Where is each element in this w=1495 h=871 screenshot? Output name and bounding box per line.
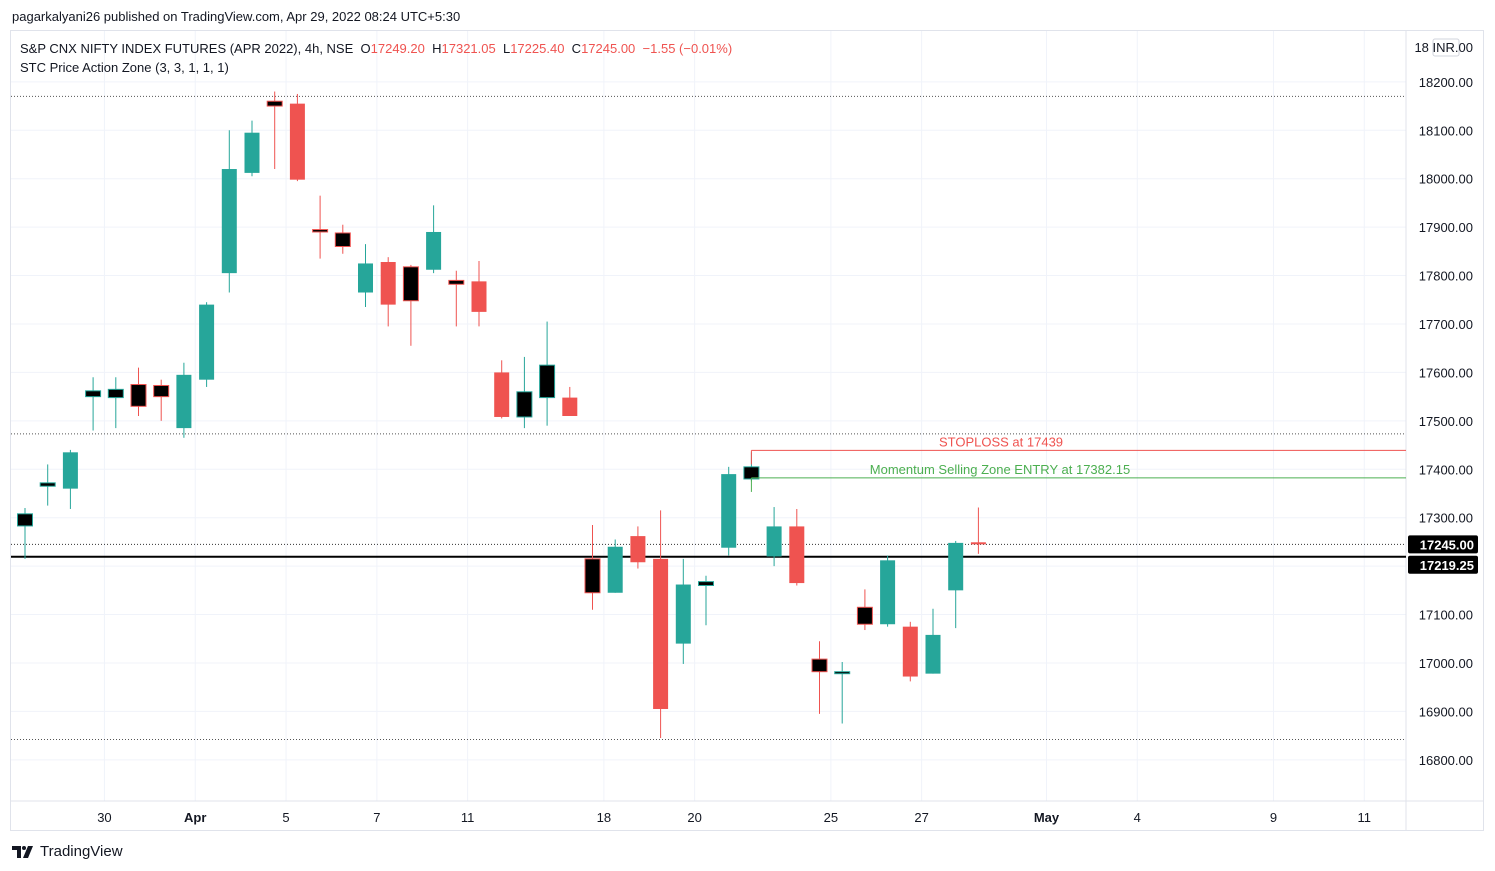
candle-body[interactable] [380,262,396,305]
candle-body[interactable] [789,526,805,584]
candle-body[interactable] [925,634,941,674]
candle-body[interactable] [107,388,124,399]
candle-body[interactable] [358,263,373,293]
time-tick-label: 11 [1358,810,1372,825]
price-tick-label: 17400.00 [1419,462,1473,477]
candle-body[interactable] [653,558,669,709]
open-value: 17249.20 [370,41,425,56]
price-tick-label: 17000.00 [1419,656,1473,671]
candle-body[interactable] [448,279,465,285]
candle-body[interactable] [675,584,691,644]
candle-body[interactable] [880,560,896,625]
current-price-tag-label: 17245.00 [1420,537,1474,552]
time-tick-label: 5 [282,810,289,825]
price-tick-label: 18100.00 [1419,123,1473,138]
time-tick-label: 25 [824,810,838,825]
publisher-line: pagarkalyani26 published on TradingView.… [12,9,461,24]
price-tick-label: 17500.00 [1419,414,1473,429]
price-tick-label: 18200.00 [1419,75,1473,90]
stoploss-label: STOPLOSS at 17439 [939,434,1063,449]
high-value: 17321.05 [441,41,496,56]
candle-body[interactable] [539,364,556,399]
low-label: L [502,41,511,56]
candle-body[interactable] [334,232,351,248]
time-tick-label: 20 [687,810,701,825]
tradingview-logo-icon [12,845,33,858]
candle-body[interactable] [62,452,78,489]
time-tick-label: 27 [914,810,928,825]
candle-body[interactable] [562,397,578,416]
time-tick-label: May [1034,810,1060,825]
symbol-name: S&P CNX NIFTY INDEX FUTURES (APR 2022), … [20,41,354,56]
candle-body[interactable] [721,474,737,548]
candle-body[interactable] [516,391,533,418]
open-label: O [360,41,371,56]
price-tick-label: 17800.00 [1419,269,1473,284]
time-tick-label: 4 [1134,810,1141,825]
candle-body[interactable] [85,390,102,398]
price-tick-label: 16800.00 [1419,753,1473,768]
candle-body[interactable] [402,266,419,302]
candle-body[interactable] [244,132,260,173]
candle-body[interactable] [17,513,33,527]
candle-body[interactable] [970,542,986,545]
time-tick-label: Apr [184,810,206,825]
currency-box[interactable] [1432,38,1460,57]
time-tick-label: 18 [597,810,611,825]
candle-body[interactable] [948,542,964,591]
time-tick-label: 9 [1270,810,1277,825]
currency-label: 18 INR.00 [1414,40,1473,55]
tradingview-label: TradingView [40,843,123,860]
candle-body[interactable] [494,372,510,417]
time-tick-label: 11 [461,810,475,825]
tradingview-brand[interactable]: TradingView [12,843,123,860]
candle-body[interactable] [221,169,237,274]
change-value: −1.55 (−0.01%) [642,41,733,56]
close-label: C [571,41,582,56]
time-tick-label: 7 [373,810,380,825]
candle-body[interactable] [130,384,147,407]
reference-price-tag-label: 17219.25 [1420,558,1474,573]
price-tick-label: 17300.00 [1419,511,1473,526]
candle-body[interactable] [312,229,329,233]
price-tick-label: 17600.00 [1419,365,1473,380]
candle-body[interactable] [471,281,487,312]
candle-body[interactable] [698,581,714,586]
candle-body[interactable] [199,304,215,380]
indicator-row: STC Price Action Zone (3, 3, 1, 1, 1) [20,60,229,75]
candle-body[interactable] [630,536,646,563]
current-price-tag [1408,535,1478,554]
entry-label: Momentum Selling Zone ENTRY at 17382.15 [870,462,1130,477]
reference-price-tag [1408,555,1478,574]
price-tick-label: 18000.00 [1419,172,1473,187]
candle-body[interactable] [811,658,828,673]
price-tick-label: 17700.00 [1419,317,1473,332]
candle-body[interactable] [289,103,305,180]
symbol-row: S&P CNX NIFTY INDEX FUTURES (APR 2022), … [20,39,732,58]
candle-body[interactable] [834,671,851,675]
candle-body[interactable] [607,546,623,593]
time-tick-label: 30 [97,810,111,825]
low-value: 17225.40 [510,41,565,56]
candle-body[interactable] [902,626,918,677]
candle-body[interactable] [266,100,283,107]
candle-body[interactable] [39,482,56,487]
candle-body[interactable] [856,606,873,625]
price-tick-label: 16900.00 [1419,704,1473,719]
chart-frame [10,30,1484,831]
chart-legend: S&P CNX NIFTY INDEX FUTURES (APR 2022), … [20,39,732,77]
candle-body[interactable] [153,384,170,398]
candle-body[interactable] [426,231,442,270]
close-value: 17245.00 [581,41,636,56]
high-label: H [432,41,442,56]
candle-body[interactable] [584,558,601,594]
candle-body[interactable] [743,466,760,480]
price-tick-label: 17900.00 [1419,220,1473,235]
candle-body[interactable] [766,526,782,557]
price-tick-label: 17100.00 [1419,608,1473,623]
candle-body[interactable] [176,374,192,429]
